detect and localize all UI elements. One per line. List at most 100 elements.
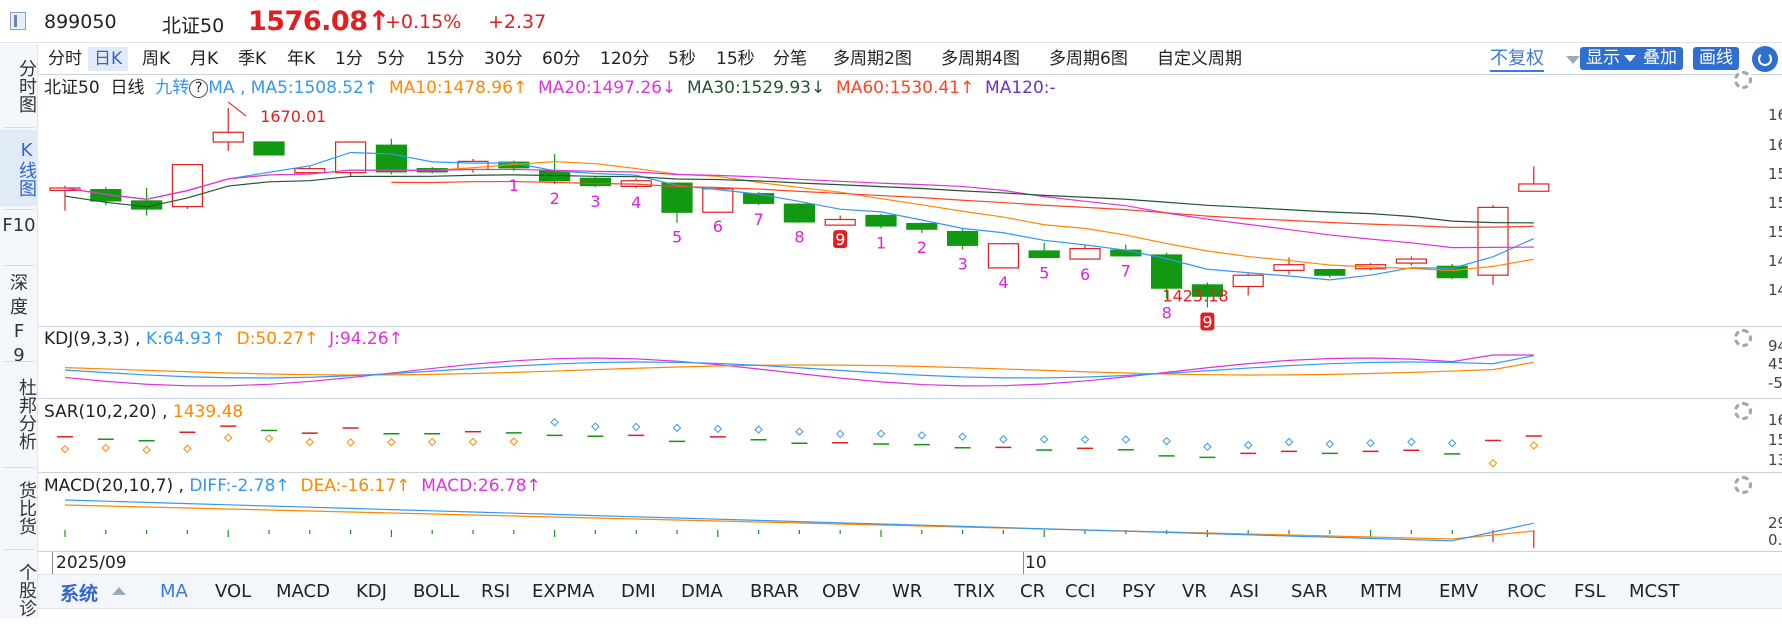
jiuzhuan-label[interactable]: 九转 — [155, 78, 190, 98]
period-multi2[interactable]: 多周期2图 — [833, 49, 912, 69]
main-settings-gear-icon[interactable] — [1734, 71, 1752, 89]
display-button[interactable]: 显示 — [1580, 47, 1642, 70]
scale-sar-0: 16 — [1768, 411, 1782, 429]
sar-dot — [264, 434, 274, 443]
sar-dot — [795, 427, 804, 436]
scale-main-1: 16 — [1768, 136, 1782, 154]
ind-vr[interactable]: VR — [1182, 581, 1207, 602]
system-tab[interactable]: 系统 — [60, 583, 99, 605]
adjust-dropdown[interactable]: 不复权 — [1490, 48, 1544, 72]
ind-kdj[interactable]: KDJ — [356, 581, 387, 602]
refresh-icon[interactable] — [1752, 46, 1778, 72]
macd-settings-gear-icon[interactable] — [1734, 476, 1752, 494]
ind-wr[interactable]: WR — [892, 581, 923, 602]
nav-dupont[interactable]: 杜邦分析 — [16, 378, 37, 450]
nav-diagnosis[interactable]: 个股诊 — [16, 563, 37, 617]
kdj-settings-gear-icon[interactable] — [1734, 329, 1752, 347]
period-tick[interactable]: 分笔 — [773, 49, 807, 69]
candle-body — [987, 243, 1020, 269]
period-fenshi[interactable]: 分时 — [48, 49, 82, 69]
macd-panel[interactable]: MACD(20,10,7) , DIFF:-2.78↑ DEA:-16.17↑ … — [38, 472, 1782, 551]
sar-settings-gear-icon[interactable] — [1734, 402, 1752, 420]
ind-rsi[interactable]: RSI — [481, 581, 511, 602]
ind-emv[interactable]: EMV — [1439, 581, 1479, 602]
sar-dot — [305, 437, 315, 447]
nav-f10[interactable]: F10 — [2, 215, 36, 236]
period-custom[interactable]: 自定义周期 — [1157, 49, 1242, 69]
period-monthly[interactable]: 月K — [190, 49, 219, 69]
scale-main-3: 15 — [1768, 194, 1782, 212]
period-15sec[interactable]: 15秒 — [716, 49, 755, 69]
ind-expma[interactable]: EXPMA — [532, 581, 595, 602]
sar-dot — [1284, 437, 1294, 447]
main-kline-panel[interactable]: 北证50 日线 九转? MA , MA5:1508.52↑ MA10:1478.9… — [38, 71, 1782, 326]
system-expand-icon[interactable] — [112, 587, 126, 595]
ma120-value: MA120:- — [985, 78, 1056, 98]
scale-main-0: 16 — [1768, 106, 1782, 124]
quote-header: 899050 北证50 1576.08↑ +0.15% +2.37 — [0, 0, 1782, 43]
sar-dot — [1121, 435, 1131, 444]
ind-fsl[interactable]: FSL — [1574, 581, 1606, 602]
period-5sec[interactable]: 5秒 — [668, 49, 696, 69]
sar-dot — [346, 438, 355, 447]
ind-ma[interactable]: MA — [160, 581, 188, 602]
adjust-dropdown-icon[interactable] — [1566, 56, 1580, 64]
legend-period: 日线 — [110, 78, 145, 98]
ind-dma[interactable]: DMA — [681, 581, 723, 602]
nav-fenshi[interactable]: 分时图 — [16, 59, 37, 113]
ind-boll[interactable]: BOLL — [413, 581, 460, 602]
period-30min[interactable]: 30分 — [484, 49, 523, 69]
overlay-button[interactable]: 叠加 — [1637, 47, 1683, 70]
candle-body — [702, 188, 734, 213]
sar-dot — [958, 432, 967, 441]
period-5min[interactable]: 5分 — [377, 49, 405, 69]
sar-dot — [509, 437, 519, 446]
sar-panel[interactable]: SAR(10,2,20) , 1439.48 — [38, 398, 1782, 472]
nine-count-a: 5 — [672, 228, 682, 247]
period-15min[interactable]: 15分 — [426, 49, 465, 69]
nine-count-b: 8 — [1162, 304, 1172, 323]
kdj-panel[interactable]: KDJ(9,3,3) , K:64.93↑ D:50.27↑ J:94.26↑ — [38, 326, 1782, 398]
ind-cci[interactable]: CCI — [1065, 581, 1096, 602]
nav-depth-f9[interactable]: 深度F9 — [10, 273, 28, 366]
change-value: +2.37 — [488, 11, 547, 33]
ind-brar[interactable]: BRAR — [750, 581, 799, 602]
period-multi6[interactable]: 多周期6图 — [1049, 49, 1128, 69]
period-daily[interactable]: 日K — [88, 47, 129, 71]
period-multi4[interactable]: 多周期4图 — [941, 49, 1020, 69]
kdj-k-line — [64, 355, 1534, 379]
period-120min[interactable]: 120分 — [600, 49, 650, 69]
ind-asi[interactable]: ASI — [1230, 581, 1260, 602]
ind-cr[interactable]: CR — [1020, 581, 1046, 602]
ind-mtm[interactable]: MTM — [1360, 581, 1403, 602]
ind-vol[interactable]: VOL — [215, 581, 252, 602]
ind-obv[interactable]: OBV — [822, 581, 861, 602]
kdj-d: D:50.27↑ — [236, 329, 319, 349]
period-60min[interactable]: 60分 — [542, 49, 581, 69]
panel-toggle-icon[interactable] — [10, 12, 26, 30]
price-up-arrow-icon: ↑ — [367, 6, 390, 37]
kdj-k: K:64.93↑ — [146, 329, 226, 349]
draw-line-button[interactable]: 画线 — [1693, 47, 1739, 70]
period-yearly[interactable]: 年K — [287, 49, 316, 69]
sar-dot — [917, 431, 927, 440]
ind-psy[interactable]: PSY — [1122, 581, 1156, 602]
ind-trix[interactable]: TRIX — [954, 581, 996, 602]
nine-count-badge — [1200, 312, 1215, 331]
help-icon[interactable]: ? — [189, 78, 209, 98]
ind-macd[interactable]: MACD — [276, 581, 330, 602]
nav-compare[interactable]: 货比货 — [16, 481, 37, 535]
nine-count-a: 3 — [590, 192, 600, 211]
chevron-down-icon — [1624, 54, 1636, 62]
ind-mcst[interactable]: MCST — [1629, 581, 1680, 602]
period-1min[interactable]: 1分 — [335, 49, 363, 69]
ind-roc[interactable]: ROC — [1507, 581, 1547, 602]
nav-kline[interactable]: K线图 — [0, 130, 38, 206]
ma5-line — [64, 151, 1535, 281]
candle-body — [335, 141, 367, 174]
period-weekly[interactable]: 周K — [142, 49, 171, 69]
ind-sar[interactable]: SAR — [1291, 581, 1328, 602]
ind-dmi[interactable]: DMI — [621, 581, 656, 602]
nine-count-a: 1 — [509, 176, 519, 195]
period-quarterly[interactable]: 季K — [238, 49, 267, 69]
